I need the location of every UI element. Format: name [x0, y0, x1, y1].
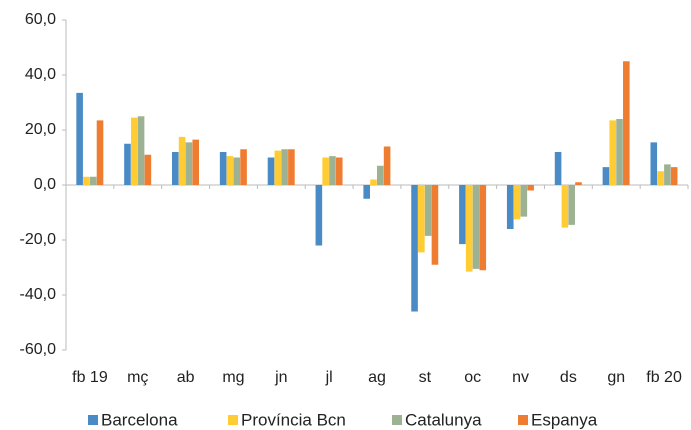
bar — [575, 182, 582, 185]
legend-label: Espanya — [531, 410, 598, 429]
y-tick-label: 60,0 — [25, 11, 56, 28]
bar — [472, 185, 480, 269]
bar — [288, 149, 295, 185]
bar — [172, 152, 179, 185]
x-tick-label: st — [419, 369, 432, 386]
bar — [459, 185, 466, 245]
x-tick-label: mg — [222, 369, 244, 386]
bar — [602, 167, 610, 185]
bar — [185, 142, 193, 185]
bar — [89, 176, 97, 185]
bar — [670, 167, 678, 185]
bar — [144, 154, 152, 185]
bar — [370, 179, 377, 185]
bar — [274, 150, 282, 185]
bar — [315, 185, 323, 246]
x-tick-label: ab — [177, 369, 195, 386]
legend-label: Catalunya — [405, 410, 482, 429]
bar — [664, 164, 671, 185]
bar — [623, 61, 630, 185]
legend-swatch — [518, 415, 528, 425]
x-tick-label: jl — [325, 369, 333, 386]
bar — [424, 185, 432, 236]
bar — [418, 185, 425, 253]
x-tick-label: ds — [560, 369, 577, 386]
legend-swatch — [88, 415, 98, 425]
bar — [76, 92, 83, 185]
bar — [411, 185, 418, 312]
bar — [192, 139, 200, 185]
x-tick-label: gn — [607, 369, 625, 386]
bar — [506, 185, 514, 229]
bar — [219, 152, 227, 185]
bar — [322, 157, 329, 185]
y-tick-label: -20,0 — [20, 231, 57, 248]
bar — [568, 185, 575, 225]
x-tick-label: jn — [274, 369, 287, 386]
bar — [616, 119, 623, 185]
legend-label: Província Bcn — [241, 410, 346, 429]
legend-label: Barcelona — [101, 410, 178, 429]
y-tick-label: 20,0 — [25, 121, 56, 138]
bar — [657, 171, 664, 185]
bar — [240, 149, 247, 185]
bar — [130, 117, 138, 185]
y-tick-label: 40,0 — [25, 66, 56, 83]
bar — [377, 165, 384, 185]
bar — [124, 143, 131, 185]
bar — [554, 152, 562, 185]
bar — [267, 157, 275, 185]
bar — [329, 156, 336, 185]
x-tick-label: nv — [512, 369, 529, 386]
bar — [609, 120, 617, 185]
bar — [513, 185, 521, 220]
bar — [479, 185, 487, 271]
x-tick-label: ag — [368, 369, 386, 386]
bar — [137, 116, 145, 185]
bar — [226, 156, 234, 185]
bar — [561, 185, 569, 228]
y-tick-label: -40,0 — [20, 286, 57, 303]
bar — [650, 142, 658, 185]
y-tick-label: -60,0 — [20, 341, 57, 358]
bar — [178, 136, 186, 185]
bar — [233, 157, 241, 185]
x-tick-label: mç — [127, 369, 148, 386]
bar — [281, 149, 288, 185]
bar — [383, 146, 391, 185]
x-tick-label: fb 20 — [646, 369, 682, 386]
bar — [465, 185, 473, 272]
legend-swatch — [392, 415, 402, 425]
y-tick-label: 0,0 — [34, 176, 56, 193]
bar — [363, 185, 370, 199]
bar — [527, 185, 534, 191]
bar — [520, 185, 528, 217]
x-tick-label: fb 19 — [72, 369, 108, 386]
bar — [83, 176, 90, 185]
bar — [335, 157, 343, 185]
bar — [431, 185, 439, 265]
x-tick-label: oc — [464, 369, 481, 386]
legend-swatch — [228, 415, 238, 425]
bar — [96, 120, 104, 185]
